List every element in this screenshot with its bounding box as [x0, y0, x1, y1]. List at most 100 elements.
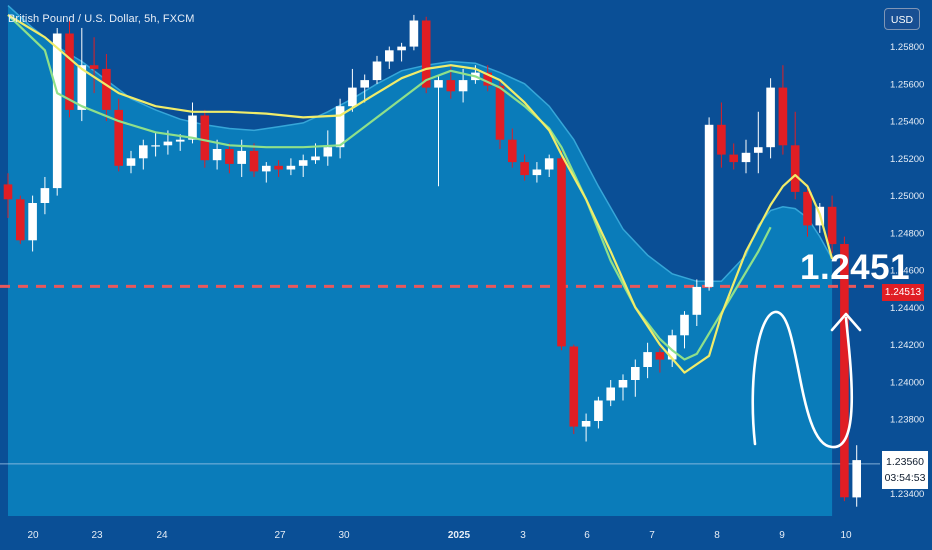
candle[interactable] — [667, 329, 677, 367]
candle[interactable] — [286, 158, 296, 176]
candle[interactable] — [852, 445, 861, 507]
candle[interactable] — [225, 143, 234, 174]
candle-body — [65, 33, 74, 110]
band-fill — [8, 5, 833, 516]
candle[interactable] — [52, 27, 62, 196]
candle-body — [409, 20, 419, 47]
candle[interactable] — [139, 139, 148, 170]
price-tick-label: 1.24600 — [890, 266, 924, 277]
candle[interactable] — [65, 18, 74, 118]
candle[interactable] — [717, 102, 726, 168]
price-tick-label: 1.24800 — [890, 228, 924, 239]
candle-body — [532, 169, 542, 176]
candle[interactable] — [532, 162, 542, 183]
candle-body — [151, 145, 160, 147]
candle-body — [766, 87, 775, 148]
candle-body — [557, 158, 566, 347]
candle[interactable] — [508, 128, 517, 168]
candle[interactable] — [704, 117, 714, 291]
candle[interactable] — [188, 102, 197, 144]
candle[interactable] — [40, 176, 50, 215]
price-tick-label: 1.25200 — [890, 154, 924, 165]
time-tick-label: 8 — [714, 530, 720, 541]
candle[interactable] — [385, 46, 394, 69]
candle[interactable] — [778, 65, 788, 155]
candle[interactable] — [520, 154, 529, 181]
candle[interactable] — [372, 55, 382, 84]
candle-body — [385, 50, 394, 62]
current-price-box: 1.23560 03:54:53 — [882, 451, 928, 489]
candle[interactable] — [790, 111, 800, 200]
level-lines — [0, 284, 880, 465]
candle[interactable] — [249, 143, 259, 177]
candle[interactable] — [754, 111, 763, 174]
candle[interactable] — [28, 195, 37, 252]
candle[interactable] — [89, 37, 99, 94]
candle-body — [175, 139, 185, 142]
candle[interactable] — [274, 160, 283, 177]
candle[interactable] — [803, 184, 812, 237]
candle[interactable] — [262, 162, 271, 183]
time-tick-label: 27 — [274, 530, 286, 541]
candle[interactable] — [569, 344, 579, 435]
currency-button[interactable]: USD — [884, 8, 920, 30]
candle-body — [827, 206, 837, 245]
candle[interactable] — [3, 173, 13, 218]
candle[interactable] — [631, 359, 640, 397]
time-axis[interactable]: 20 23 24 27 30 2025 3 6 7 8 9 10 — [0, 516, 880, 550]
price-tick-label: 1.24400 — [890, 303, 924, 314]
candle-body — [655, 352, 665, 360]
candle[interactable] — [827, 195, 837, 254]
candle[interactable] — [557, 150, 566, 351]
candle-body — [680, 314, 689, 336]
candle[interactable] — [212, 139, 222, 170]
candle[interactable] — [680, 311, 689, 349]
candle[interactable] — [618, 374, 628, 401]
candle[interactable] — [483, 65, 492, 92]
candle-body — [397, 46, 406, 51]
candle[interactable] — [298, 154, 308, 177]
candle[interactable] — [643, 342, 652, 379]
candle-body — [643, 352, 652, 367]
candle-body — [212, 149, 222, 161]
candle-body — [741, 152, 751, 163]
candle[interactable] — [409, 14, 419, 51]
candle[interactable] — [692, 279, 702, 326]
candle[interactable] — [16, 195, 25, 245]
candle[interactable] — [200, 109, 210, 168]
candle[interactable] — [741, 139, 751, 174]
candle-body — [249, 150, 259, 172]
candle[interactable] — [114, 98, 123, 172]
candle[interactable] — [729, 143, 738, 170]
candle[interactable] — [323, 130, 333, 166]
current-price-value: 1.23560 — [886, 456, 924, 468]
candle-body — [311, 156, 320, 161]
candle[interactable] — [434, 74, 443, 187]
candle[interactable] — [348, 68, 357, 112]
candle[interactable] — [766, 78, 775, 159]
candle[interactable] — [594, 396, 603, 429]
candle[interactable] — [655, 348, 665, 373]
candle[interactable] — [606, 380, 615, 407]
candle[interactable] — [360, 74, 369, 103]
candle-body — [52, 33, 62, 189]
candle[interactable] — [581, 413, 591, 442]
candle[interactable] — [335, 98, 345, 159]
level-price-badge: 1.24513 — [882, 284, 924, 301]
candle[interactable] — [495, 80, 505, 150]
candle[interactable] — [840, 236, 849, 502]
candle[interactable] — [544, 154, 554, 177]
candle-body — [372, 61, 382, 81]
candle-body — [335, 106, 345, 148]
candle[interactable] — [151, 132, 160, 157]
candle-body — [89, 65, 99, 69]
candle-body — [717, 124, 726, 155]
candle[interactable] — [397, 42, 406, 62]
candle[interactable] — [126, 150, 136, 174]
symbol-title: British Pound / U.S. Dollar, 5h, FXCM — [8, 13, 195, 25]
candle[interactable] — [102, 54, 111, 122]
candle-body — [348, 87, 357, 107]
candle-body — [754, 147, 763, 153]
